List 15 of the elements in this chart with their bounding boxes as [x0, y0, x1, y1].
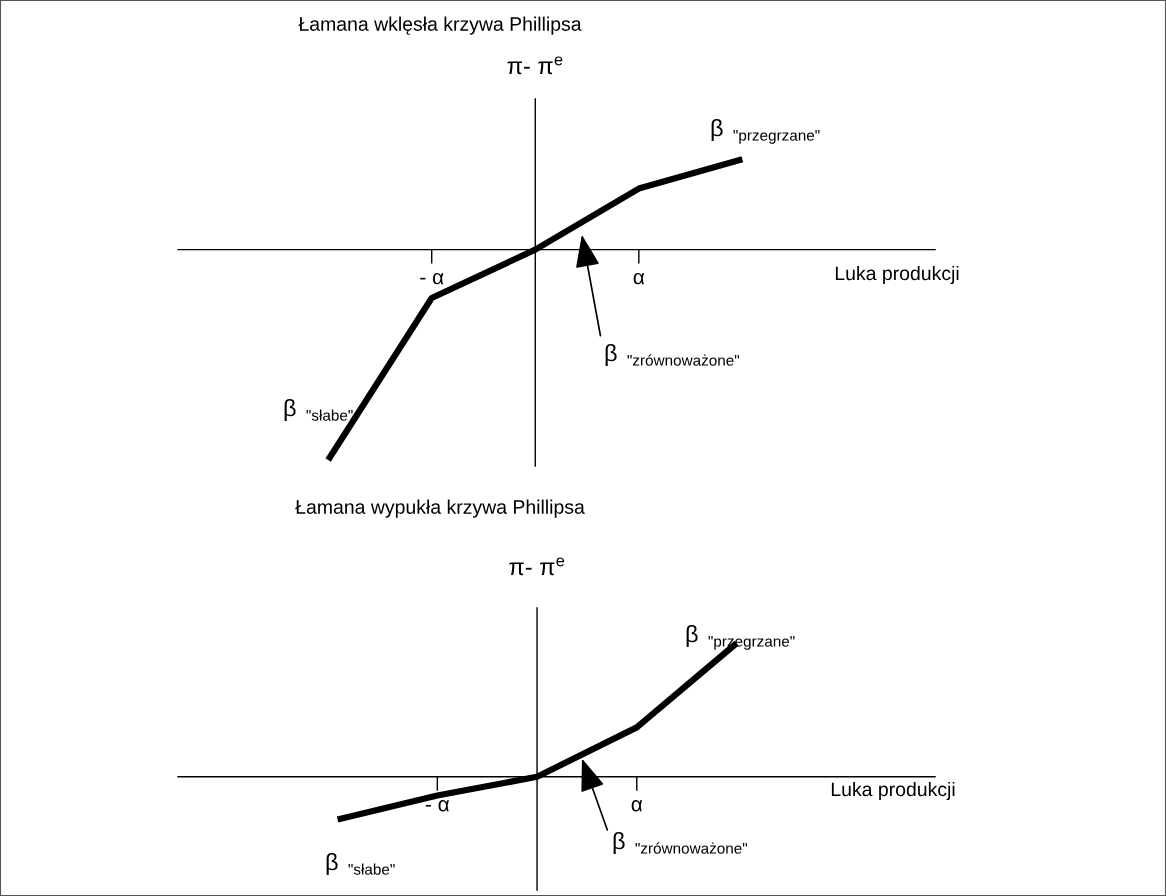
annotation: β "słabe" [284, 398, 353, 422]
x-tick-label: - α [425, 800, 450, 812]
y-axis-title: π- π$^{e}$ [507, 56, 563, 75]
y-axis-title: π- π$^{e}$ [509, 557, 565, 576]
x-axis-title: Luka produkcji [835, 265, 959, 285]
chart-title: Łamana wklęsła krzywa Phillipsa [298, 16, 582, 35]
x-tick-label: α [633, 272, 645, 285]
x-tick-label: - α [420, 272, 444, 285]
annotation: β "zrównoważone" [605, 344, 740, 367]
text: β "słabe" [326, 852, 395, 876]
x-axis-title: Luka produkcji [831, 781, 955, 801]
x-tick-label: α [631, 800, 643, 812]
text: β "zrównoważone" [613, 831, 748, 855]
chart-title: Łamana wypukła krzywa Phillipsa [295, 499, 585, 518]
text: β "przegrzane" [711, 119, 820, 144]
